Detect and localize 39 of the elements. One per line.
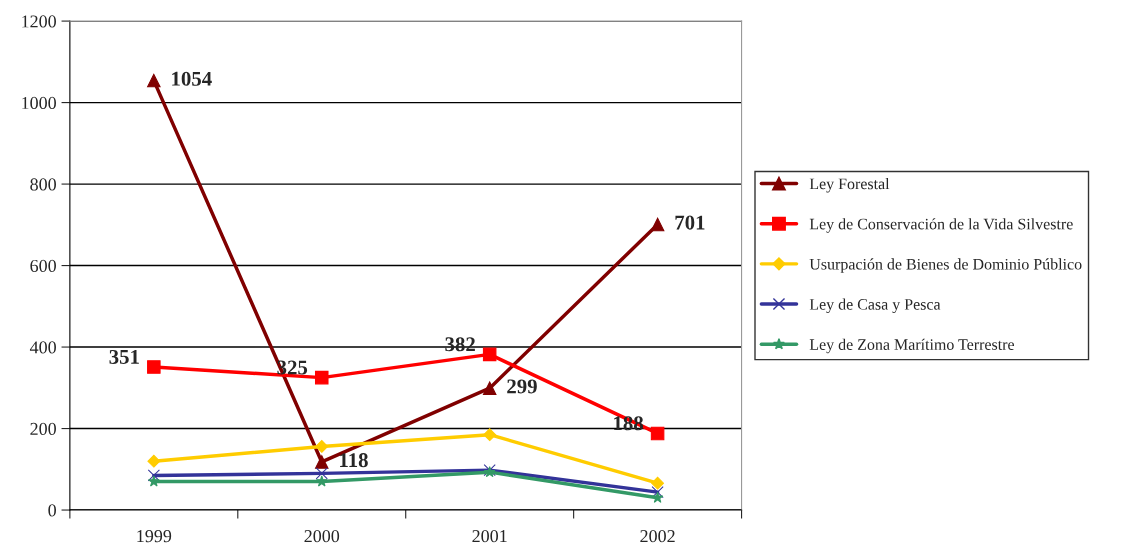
point [650, 426, 665, 441]
x-tick-label: 1999 [137, 530, 172, 543]
point [483, 428, 497, 442]
y-tick-label: 400 [29, 341, 56, 354]
point [148, 475, 160, 487]
point [482, 347, 497, 362]
x-tick-label: 2002 [640, 530, 675, 543]
y-tick-label: 200 [30, 422, 56, 435]
point [651, 486, 664, 499]
x-tick-label: 2001 [472, 530, 507, 543]
y-tick-label: 600 [30, 259, 56, 273]
data-label: 351 [109, 349, 139, 364]
data-label: 701 [675, 215, 705, 230]
x-tick-label: 2000 [304, 530, 340, 543]
legend-label: Usurpación de Bienes de Dominio Público [809, 258, 1082, 273]
point [651, 491, 664, 503]
point [147, 454, 161, 468]
point [482, 381, 497, 395]
legend-label: Ley de Casa y Pesca [809, 298, 941, 314]
legend-label: Ley de Conservación de la Vida Silvestre [809, 218, 1073, 233]
legend-label: Ley Forestal [809, 178, 890, 193]
y-tick-label: 1000 [22, 96, 56, 110]
point [650, 217, 665, 232]
point [315, 440, 329, 453]
y-tick-label: 0 [48, 504, 56, 517]
point [651, 476, 665, 490]
data-label: 1054 [172, 71, 212, 86]
point [147, 73, 161, 88]
point [314, 370, 329, 385]
data-label: 118 [340, 453, 368, 468]
point [314, 455, 329, 469]
point [147, 469, 160, 482]
data-label: 299 [507, 379, 537, 394]
point [315, 475, 328, 487]
y-tick-label: 800 [30, 178, 56, 191]
y-tick-label: 1200 [22, 15, 56, 28]
legend-label: Ley de Zona Marítimo Terrestre [809, 338, 1015, 354]
point [315, 467, 328, 480]
point [147, 360, 161, 374]
